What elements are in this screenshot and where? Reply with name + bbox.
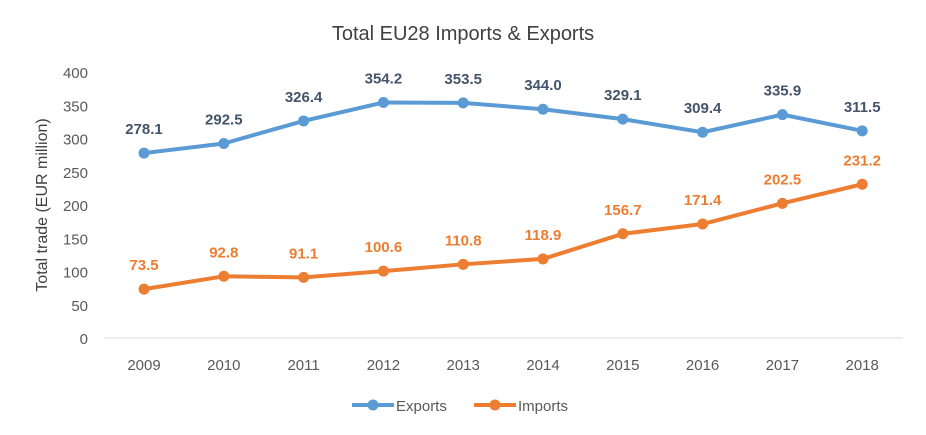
data-point-exports [457, 97, 469, 109]
data-point-exports [776, 109, 788, 121]
x-tick-label: 2012 [367, 357, 400, 374]
data-point-imports [377, 265, 389, 277]
y-tick-label: 300 [63, 132, 88, 149]
data-point-imports [138, 283, 150, 295]
x-tick-label: 2016 [686, 357, 719, 374]
y-tick-label: 350 [63, 98, 88, 115]
data-label-exports: 344.0 [524, 77, 562, 94]
data-point-imports [298, 271, 310, 283]
legend-label-imports: Imports [518, 398, 568, 415]
data-label-imports: 231.2 [843, 152, 881, 169]
data-point-exports [856, 125, 868, 137]
data-label-exports: 311.5 [844, 99, 881, 116]
x-tick-label: 2010 [207, 357, 240, 374]
x-tick-label: 2018 [846, 357, 879, 374]
data-point-imports [537, 253, 549, 265]
x-tick-label: 2015 [606, 357, 639, 374]
data-point-imports [776, 197, 788, 209]
legend-marker-imports [489, 399, 501, 411]
data-point-imports [856, 178, 868, 190]
data-label-imports: 156.7 [604, 202, 642, 219]
x-tick-label: 2014 [526, 357, 559, 374]
data-label-imports: 73.5 [129, 257, 158, 274]
data-point-exports [218, 137, 230, 149]
data-point-imports [218, 270, 230, 282]
y-tick-label: 250 [63, 165, 88, 182]
y-tick-label: 400 [63, 65, 88, 82]
y-tick-label: 50 [71, 298, 88, 315]
data-label-exports: 354.2 [365, 70, 403, 87]
data-label-imports: 92.8 [209, 244, 238, 261]
data-label-exports: 278.1 [125, 121, 163, 138]
data-label-imports: 110.8 [445, 232, 482, 249]
data-point-exports [377, 96, 389, 108]
series-line-exports [143, 100, 863, 156]
x-tick-label: 2011 [287, 357, 319, 374]
x-tick-label: 2009 [127, 357, 160, 374]
y-tick-label: 100 [63, 265, 88, 282]
data-point-exports [697, 126, 709, 138]
data-label-imports: 171.4 [684, 192, 722, 209]
y-tick-label: 0 [80, 331, 88, 348]
x-tick-label: 2013 [447, 357, 480, 374]
x-tick-label: 2017 [766, 357, 799, 374]
data-label-imports: 100.6 [365, 239, 403, 256]
data-point-exports [537, 103, 549, 115]
data-label-exports: 309.4 [684, 100, 722, 117]
y-axis-label: Total trade (EUR million) [34, 118, 51, 291]
y-tick-label: 200 [63, 198, 88, 215]
y-tick-label: 150 [63, 231, 88, 248]
data-point-exports [138, 147, 150, 159]
data-label-imports: 118.9 [525, 227, 562, 244]
data-point-exports [617, 113, 629, 125]
data-point-exports [298, 115, 310, 127]
data-label-exports: 335.9 [764, 83, 802, 100]
data-label-exports: 329.1 [604, 87, 642, 104]
data-label-imports: 202.5 [764, 171, 802, 188]
data-point-imports [697, 218, 709, 230]
legend-marker-exports [367, 399, 379, 411]
series-line-imports [143, 182, 863, 292]
data-label-imports: 91.1 [289, 245, 318, 262]
data-point-imports [457, 258, 469, 270]
chart-title: Total EU28 Imports & Exports [332, 23, 594, 45]
data-label-exports: 326.4 [285, 89, 323, 106]
legend-label-exports: Exports [396, 398, 447, 415]
data-label-exports: 292.5 [205, 111, 243, 128]
data-label-exports: 353.5 [444, 71, 482, 88]
data-point-imports [617, 228, 629, 240]
